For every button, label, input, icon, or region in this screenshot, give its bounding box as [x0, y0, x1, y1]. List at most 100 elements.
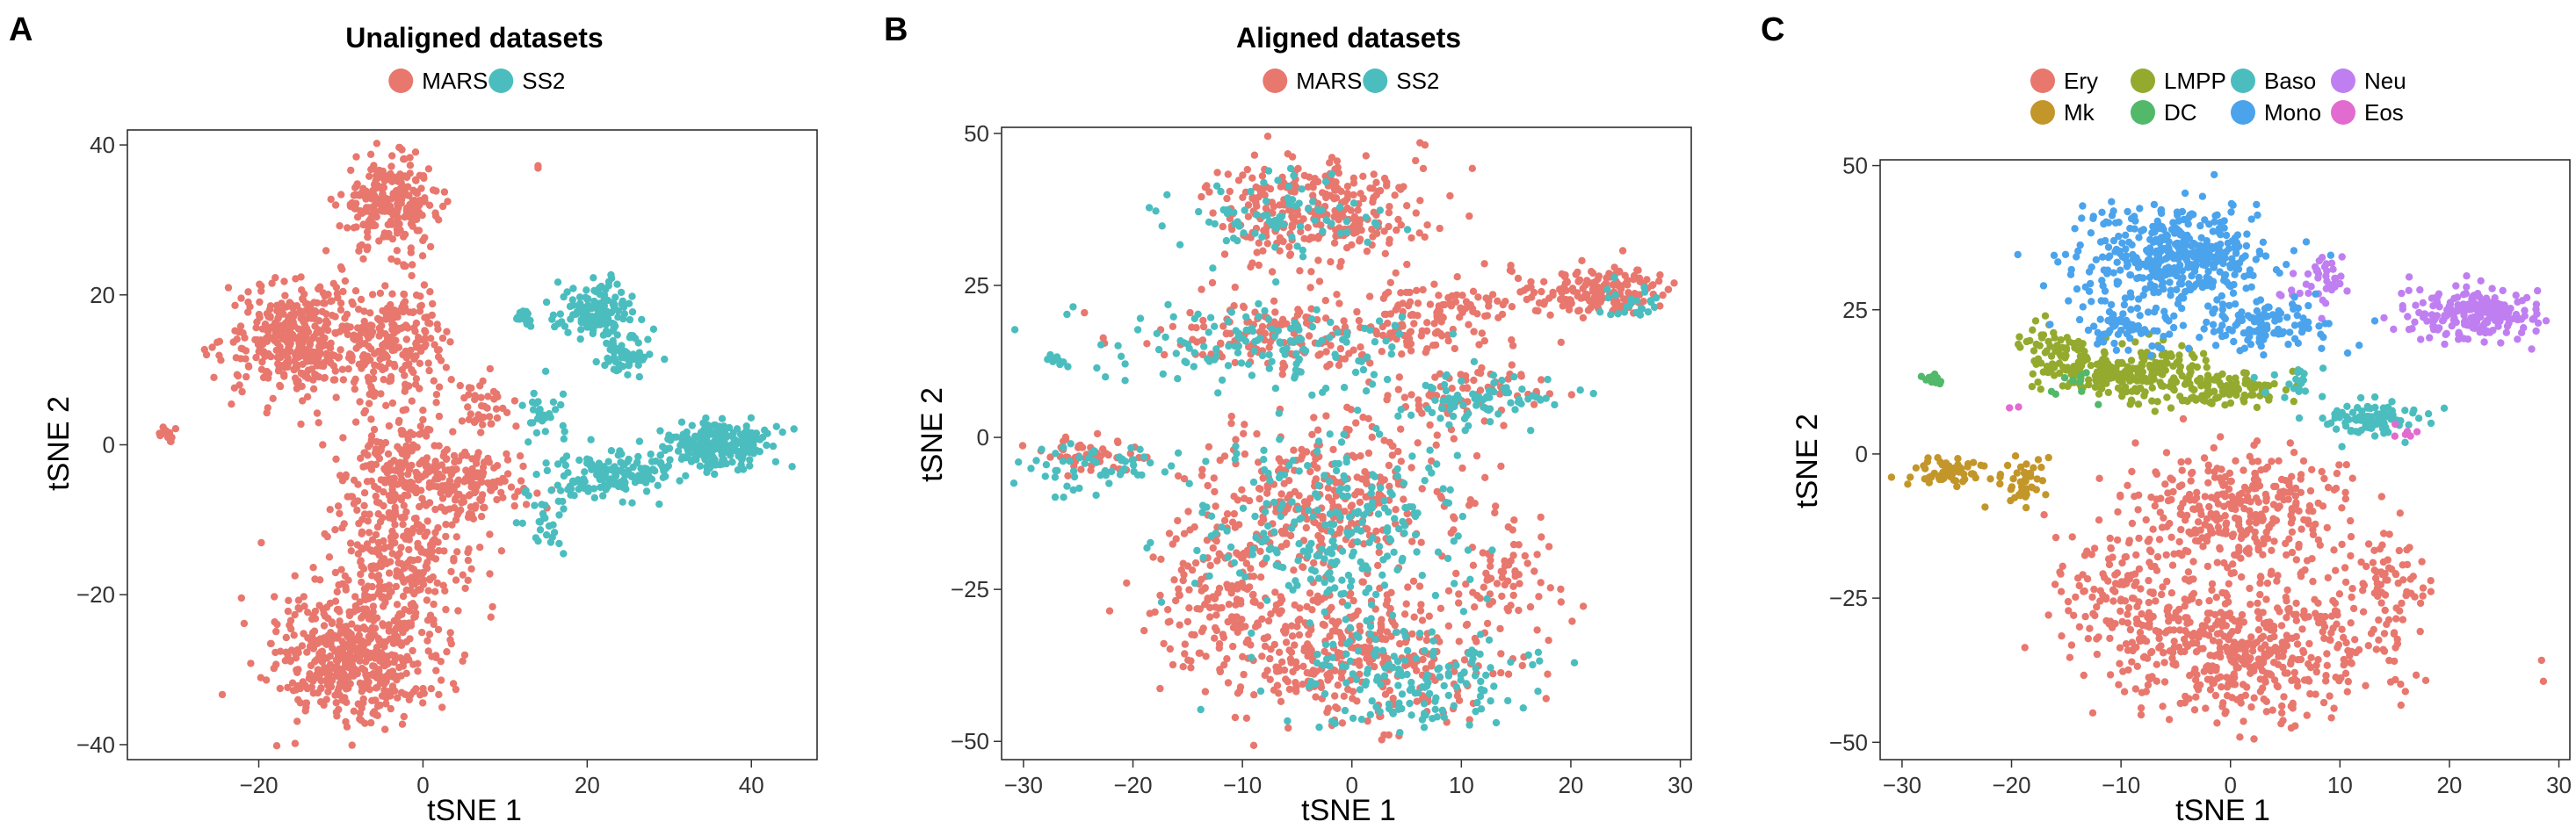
- data-point: [1595, 291, 1603, 299]
- data-point: [1391, 621, 1399, 630]
- data-point: [1458, 306, 1466, 314]
- data-point: [635, 437, 644, 445]
- data-point: [1328, 220, 1335, 227]
- data-point: [1331, 350, 1339, 358]
- data-point: [394, 621, 402, 629]
- data-point: [1241, 206, 1248, 214]
- data-point: [387, 162, 395, 170]
- data-point: [1175, 585, 1183, 593]
- data-point: [534, 537, 542, 545]
- data-point: [1204, 596, 1212, 604]
- data-point: [701, 433, 710, 441]
- data-point: [476, 474, 484, 482]
- data-point: [331, 597, 340, 605]
- data-point: [1374, 561, 1382, 570]
- data-point: [1280, 362, 1289, 371]
- data-point: [1434, 548, 1443, 556]
- legend-swatch: [488, 68, 514, 93]
- data-point: [1603, 274, 1610, 282]
- data-point: [348, 198, 356, 207]
- data-point: [1360, 540, 1368, 548]
- data-point: [628, 308, 637, 316]
- data-point: [1432, 441, 1440, 449]
- data-point: [391, 344, 400, 353]
- data-point: [1324, 484, 1333, 492]
- data-point: [1206, 314, 1215, 321]
- data-point: [619, 303, 628, 311]
- data-point: [1542, 394, 1550, 402]
- data-point: [1312, 455, 1320, 463]
- data-point: [1489, 371, 1498, 379]
- data-point: [1199, 316, 1207, 325]
- data-point: [1270, 528, 1278, 536]
- data-point: [666, 456, 674, 464]
- data-point: [1576, 386, 1584, 394]
- data-point: [412, 685, 420, 693]
- data-point: [371, 449, 380, 458]
- data-point: [387, 692, 394, 700]
- data-point: [1587, 304, 1595, 312]
- data-point: [597, 317, 605, 326]
- data-point: [1347, 502, 1355, 510]
- data-point: [1473, 592, 1481, 600]
- data-point: [1610, 263, 1618, 271]
- data-point: [1621, 280, 1630, 288]
- data-point: [1286, 164, 1295, 173]
- data-point: [395, 143, 403, 152]
- data-point: [1278, 315, 1287, 323]
- data-point: [358, 614, 365, 622]
- data-point: [1212, 603, 1219, 611]
- data-point: [358, 364, 365, 372]
- data-point: [517, 310, 525, 319]
- data-point: [528, 398, 537, 407]
- data-point: [332, 393, 340, 401]
- data-point: [1208, 278, 1217, 287]
- data-point: [1263, 667, 1271, 674]
- x-tick-label: −20: [239, 772, 278, 798]
- data-point: [1380, 635, 1388, 643]
- data-point: [1656, 270, 1664, 279]
- data-point: [231, 327, 239, 335]
- data-point: [267, 639, 275, 648]
- legend-swatch: [1263, 68, 1288, 93]
- data-point: [448, 521, 456, 529]
- data-point: [1403, 226, 1412, 234]
- data-point: [1458, 377, 1465, 386]
- data-point: [313, 299, 322, 307]
- data-point: [1338, 598, 1347, 606]
- data-point: [1277, 458, 1285, 465]
- data-point: [277, 647, 285, 655]
- data-point: [405, 619, 413, 627]
- data-point: [1284, 194, 1292, 202]
- data-point: [291, 572, 299, 580]
- data-point: [538, 417, 546, 425]
- data-point: [1176, 621, 1183, 629]
- data-point: [1281, 350, 1289, 358]
- data-point: [419, 580, 428, 588]
- data-point: [1398, 313, 1407, 321]
- data-point: [1198, 465, 1206, 473]
- data-point: [1449, 412, 1458, 421]
- data-point: [1498, 573, 1507, 581]
- data-point: [369, 671, 377, 680]
- data-point: [1197, 705, 1205, 714]
- data-point: [293, 681, 302, 690]
- data-point: [409, 217, 417, 225]
- data-point: [1356, 498, 1364, 507]
- data-point: [242, 372, 250, 381]
- data-point: [1198, 192, 1205, 201]
- data-point: [293, 717, 301, 725]
- data-point: [1465, 321, 1473, 328]
- data-point: [1336, 229, 1345, 237]
- data-point: [1069, 303, 1077, 311]
- data-point: [328, 676, 336, 684]
- data-point: [423, 564, 431, 573]
- data-point: [1114, 342, 1122, 350]
- data-point: [163, 433, 172, 442]
- data-point: [1186, 526, 1194, 534]
- data-point: [1371, 663, 1378, 671]
- data-point: [1594, 275, 1602, 284]
- data-point: [363, 246, 371, 254]
- data-point: [1393, 465, 1401, 473]
- data-point: [412, 291, 421, 299]
